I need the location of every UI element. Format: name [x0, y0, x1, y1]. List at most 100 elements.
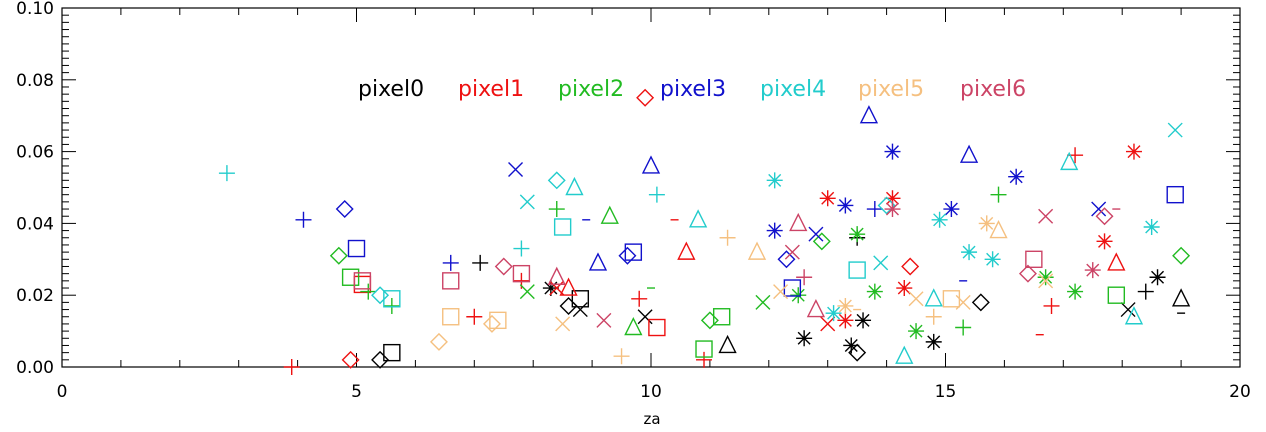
- data-point-star: [825, 305, 842, 322]
- data-point-star: [542, 280, 559, 297]
- data-point-x: [820, 316, 836, 332]
- data-point-star: [896, 280, 913, 297]
- data-point-star: [1084, 262, 1101, 279]
- data-point-square: [1025, 250, 1043, 269]
- data-point-star: [790, 287, 807, 304]
- data-point-triangle: [718, 334, 737, 354]
- data-point-triangle: [547, 266, 566, 285]
- data-point-square: [442, 272, 460, 290]
- data-point-star: [884, 190, 901, 207]
- data-point-square: [848, 261, 866, 279]
- data-point-diamond: [341, 350, 360, 369]
- data-point-x: [908, 291, 924, 307]
- data-point-square: [353, 272, 372, 290]
- data-point-triangle: [588, 252, 608, 271]
- data-point-diamond: [971, 293, 990, 312]
- x-tick-label: 10: [640, 382, 662, 402]
- data-point-diamond: [777, 250, 796, 269]
- data-point-triangle: [895, 345, 914, 364]
- data-point-triangle: [1107, 252, 1126, 271]
- data-point-triangle: [624, 316, 643, 336]
- data-point-diamond: [371, 350, 390, 369]
- data-point-diamond: [700, 311, 719, 330]
- y-tick-label: 0.04: [16, 214, 54, 234]
- data-point-triangle: [859, 105, 879, 124]
- axes: 0 5 10 15 20 0.00 0.02 0.04 0.06 0.08 0.10: [16, 0, 1251, 402]
- data-point-star: [961, 244, 978, 261]
- data-point-star: [1037, 269, 1054, 286]
- data-point-star: [931, 211, 948, 228]
- data-point-plus: [796, 269, 813, 286]
- data-point-star: [766, 222, 783, 239]
- data-point-plus: [283, 359, 300, 375]
- data-point-plus: [1137, 283, 1154, 300]
- legend-entry-pixel5: pixel5: [858, 77, 924, 102]
- y-tick-label: 0.06: [16, 143, 54, 163]
- data-point-star: [1008, 168, 1025, 185]
- data-point-diamond: [1095, 207, 1114, 226]
- data-point-plus: [513, 240, 530, 257]
- data-point-triangle: [565, 176, 584, 196]
- data-point-x: [572, 302, 588, 318]
- data-point-triangle: [1060, 151, 1079, 171]
- data-point-x: [808, 226, 824, 242]
- data-point-diamond: [482, 314, 501, 333]
- data-point-star: [1143, 218, 1160, 235]
- x-tick-label: 20: [1229, 382, 1251, 402]
- legend: pixel0 pixel1 pixel2 pixel3 pixel4 pixel5 pixe…: [358, 77, 1026, 102]
- data-point-x: [955, 294, 971, 310]
- data-point-star: [866, 283, 883, 300]
- data-point-star: [978, 215, 995, 232]
- data-marks: [218, 88, 1191, 375]
- data-point-plus: [360, 283, 377, 300]
- data-point-plus: [295, 211, 312, 228]
- data-point-diamond: [335, 200, 354, 219]
- data-point-star: [837, 312, 854, 329]
- data-point-diamond: [618, 246, 637, 265]
- data-point-triangle: [1171, 288, 1191, 307]
- x-axis-title: za: [643, 410, 660, 428]
- data-point-square: [648, 318, 666, 337]
- data-point-diamond: [636, 88, 655, 107]
- data-point-star: [1096, 233, 1113, 250]
- data-point-x: [1038, 273, 1054, 289]
- legend-entry-pixel4: pixel4: [760, 77, 826, 102]
- data-point-star: [1125, 143, 1142, 160]
- data-point-triangle: [747, 241, 767, 260]
- data-point-square: [624, 243, 643, 261]
- y-tick-label: 0.02: [16, 286, 54, 306]
- data-point-x: [519, 194, 535, 210]
- data-point-x: [1091, 201, 1107, 217]
- y-tick-label: 0.00: [16, 358, 54, 378]
- data-point-x: [773, 284, 789, 300]
- data-point-triangle: [688, 209, 708, 228]
- x-tick-label: 0: [57, 382, 68, 402]
- data-point-square: [512, 264, 531, 283]
- data-point-plus: [466, 308, 483, 325]
- data-point-plus: [955, 319, 972, 336]
- y-tick-label: 0.10: [16, 0, 54, 19]
- legend-entry-pixel1: pixel1: [458, 77, 524, 102]
- data-point-star: [837, 297, 854, 314]
- data-point-square: [341, 268, 360, 286]
- data-point-star: [925, 333, 942, 350]
- data-point-plus: [472, 254, 489, 271]
- data-point-star: [943, 201, 960, 218]
- data-point-square: [383, 290, 401, 308]
- data-point-plus: [631, 290, 648, 307]
- data-point-star: [837, 197, 854, 214]
- data-point-x: [1167, 122, 1183, 138]
- data-point-star: [766, 172, 783, 189]
- legend-entry-pixel3: pixel3: [660, 77, 726, 102]
- data-point-triangle: [641, 155, 661, 174]
- data-point-x: [1120, 302, 1136, 318]
- data-point-star: [819, 190, 836, 207]
- data-point-x: [519, 284, 535, 300]
- data-point-x: [755, 294, 771, 310]
- data-point-plus: [613, 348, 630, 365]
- data-point-x: [784, 244, 800, 260]
- data-point-diamond: [429, 332, 448, 351]
- data-point-plus: [990, 186, 1007, 203]
- data-point-plus: [648, 186, 665, 203]
- data-point-plus: [442, 254, 459, 271]
